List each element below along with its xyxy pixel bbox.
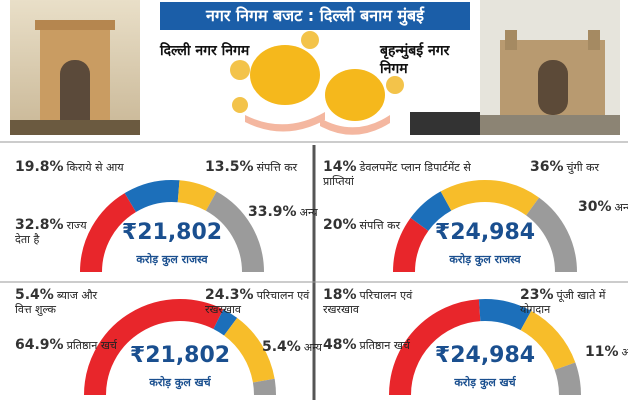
gateway-of-india-image [480, 0, 620, 135]
category-label: पूंजी खाते में योगदान [520, 289, 606, 316]
segment-label: 14% डेवलपमेंट प्लान डिपार्टमेंट से प्राप्… [323, 160, 483, 189]
value-label: 11% [585, 344, 619, 360]
segment-label: 48% प्रतिष्ठान खर्च [323, 338, 423, 353]
total-value: ₹21,802 [121, 220, 223, 245]
donut-segment [478, 299, 532, 331]
category-label: अन्य [299, 206, 318, 219]
segment-label: 23% पूंजी खाते में योगदान [520, 288, 628, 317]
value-label: 48% [323, 337, 357, 353]
donut-segment [223, 317, 275, 383]
category-label: अन्य [614, 201, 628, 214]
segment-label: 5.4% अन्य [262, 339, 322, 355]
donut-segment [84, 299, 224, 396]
donut-segment [520, 310, 576, 371]
segment-label: 5.4% ब्याज और वित्त शुल्क [15, 288, 115, 317]
donut-segment [410, 191, 452, 232]
category-label: प्रतिष्ठान खर्च [359, 339, 410, 352]
donut-segment [525, 197, 577, 273]
total-caption: करोड़ कुल खर्च [125, 375, 235, 390]
segment-label: 33.9% अन्य [248, 204, 318, 220]
segment-label: 30% अन्य [578, 199, 628, 215]
value-label: 5.4% [15, 287, 54, 303]
value-label: 13.5% [205, 159, 254, 175]
segment-label: 32.8% राज्य देता है [15, 218, 105, 247]
category-label: ब्याज और वित्त शुल्क [15, 289, 98, 316]
value-label: 23% [520, 287, 554, 303]
value-label: 5.4% [262, 339, 301, 355]
total-caption: करोड़ कुल खर्च [430, 375, 540, 390]
donut-segment [80, 193, 137, 273]
category-label: परिचालन एवं रखरखाव [323, 289, 413, 316]
category-label: संपत्ति कर [359, 219, 401, 232]
segment-label: 20% संपत्ति कर [323, 218, 403, 233]
donut-segment [389, 299, 481, 396]
money-bags [230, 31, 404, 135]
segment-label: 36% चुंगी कर [530, 160, 625, 175]
donut-segment [440, 180, 540, 216]
value-label: 14% [323, 159, 357, 175]
total-value: ₹21,802 [129, 343, 231, 368]
category-label: प्रतिष्ठान खर्च [66, 339, 117, 352]
segment-label: 19.8% किराये से आय [15, 160, 155, 175]
india-gate-image [10, 0, 140, 135]
category-label: परिचालन एवं रखरखाव [205, 289, 310, 316]
value-label: 20% [323, 217, 357, 233]
value-label: 64.9% [15, 337, 64, 353]
donut-segment [124, 180, 180, 213]
segment-label: 24.3% परिचालन एवं रखरखाव [205, 288, 315, 317]
title: नगर निगम बजट : दिल्ली बनाम मुंबई [160, 2, 470, 30]
donut-segment [554, 362, 581, 396]
segment-label: 18% परिचालन एवं रखरखाव [323, 288, 433, 317]
value-label: 36% [530, 159, 564, 175]
donut-segment [252, 378, 276, 396]
segment-label: 64.9% प्रतिष्ठान खर्च [15, 338, 125, 353]
total-value: ₹24,984 [434, 220, 536, 245]
donut-segment [393, 217, 429, 273]
segment-label: 13.5% संपत्ति कर [205, 160, 315, 175]
total-caption: करोड़ कुल राजस्व [430, 252, 540, 267]
donut-segment [177, 180, 217, 211]
total-caption: करोड़ कुल राजस्व [117, 252, 227, 267]
segment-label: 11%अन्य [585, 344, 628, 360]
value-label: 30% [578, 199, 612, 215]
donut-segment [205, 191, 264, 273]
category-label: डेवलपमेंट प्लान डिपार्टमेंट से प्राप्तिय… [323, 161, 471, 188]
category-label: चुंगी कर [566, 161, 599, 174]
value-label: 24.3% [205, 287, 254, 303]
city-label: बृहन्मुंबई नगर निगम [380, 43, 450, 77]
category-label: अन्य [621, 346, 628, 359]
dark-block [410, 112, 480, 135]
category-label: अन्य [303, 341, 322, 354]
value-label: 33.9% [248, 204, 297, 220]
category-label: संपत्ति कर [256, 161, 298, 174]
category-label: राज्य देता है [15, 219, 87, 246]
value-label: 18% [323, 287, 357, 303]
city-label: दिल्ली नगर निगम [160, 43, 250, 59]
donut-segment [213, 309, 238, 336]
value-label: 32.8% [15, 217, 64, 233]
value-label: 19.8% [15, 159, 64, 175]
total-value: ₹24,984 [434, 343, 536, 368]
category-label: किराये से आय [66, 161, 124, 174]
